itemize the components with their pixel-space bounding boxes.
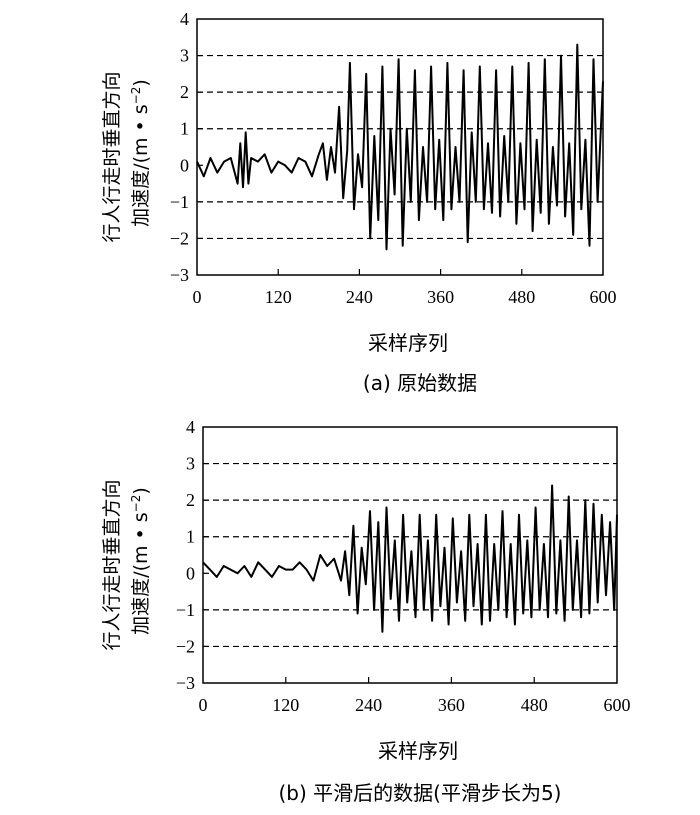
y-tick-label: 0 (186, 563, 195, 583)
x-tick-label: 600 (590, 287, 617, 307)
y-axis-label-line1-b: 行人行走时垂直方向 (101, 479, 123, 650)
y-axis-label-b: 行人行走时垂直方向 加速度/(m • s−2) (101, 479, 152, 650)
x-axis-label-a: 采样序列 (368, 331, 448, 355)
y-tick-label: 1 (180, 119, 189, 139)
y-tick-labels-b: 4 3 2 1 0 −1 −2 −3 (176, 417, 195, 693)
x-tick-label: 120 (272, 695, 299, 715)
x-tick-marks-b (285, 677, 535, 683)
y-tick-labels-a: 4 3 2 1 0 −1 −2 −3 (170, 9, 189, 285)
plot-frame-b (202, 426, 618, 684)
y-tick-label: −3 (176, 673, 195, 693)
y-axis-label-a: 行人行走时垂直方向 加速度/(m • s−2) (101, 71, 152, 242)
y-tick-label: 4 (180, 9, 189, 29)
y-axis-label-line2-a: 加速度/(m • s−2) (129, 79, 152, 227)
y-tick-label: −3 (170, 265, 189, 285)
x-axis-label-b: 采样序列 (378, 739, 458, 763)
chart-panel-a: 4 3 2 1 0 −1 −2 −3 0 120 240 360 480 600 采样序列 行人行走时垂… (101, 9, 617, 395)
x-tick-marks-a (277, 269, 523, 275)
y-tick-marks-a (197, 54, 203, 240)
x-tick-label: 600 (604, 695, 631, 715)
series-line-b (202, 484, 618, 633)
y-tick-label: −2 (170, 228, 189, 248)
series-line-a (196, 43, 604, 251)
y-tick-label: 0 (180, 155, 189, 175)
chart-panel-b: 4 3 2 1 0 −1 −2 −3 0 120 240 360 480 600 采样序列 行人行走时垂… (101, 417, 631, 805)
y-tick-label: 1 (186, 527, 195, 547)
x-tick-label: 240 (355, 695, 382, 715)
y-tick-label: 2 (186, 490, 195, 510)
y-tick-label: 3 (180, 46, 189, 66)
y-tick-label: 2 (180, 82, 189, 102)
y-axis-label-line2-b: 加速度/(m • s−2) (129, 487, 152, 635)
x-tick-label: 360 (427, 287, 454, 307)
caption-a: (a) 原始数据 (363, 371, 477, 395)
y-tick-marks-b (203, 462, 209, 648)
x-tick-label: 0 (193, 287, 202, 307)
x-tick-label: 360 (438, 695, 465, 715)
y-tick-label: 3 (186, 454, 195, 474)
x-tick-label: 120 (265, 287, 292, 307)
x-tick-labels-b: 0 120 240 360 480 600 (199, 695, 631, 715)
x-tick-label: 240 (346, 287, 373, 307)
y-axis-label-line1-a: 行人行走时垂直方向 (101, 71, 123, 242)
y-tick-label: 4 (186, 417, 195, 437)
y-tick-label: −1 (170, 192, 189, 212)
caption-b: (b) 平滑后的数据(平滑步长为5) (279, 781, 562, 805)
x-tick-label: 480 (521, 695, 548, 715)
x-tick-labels-a: 0 120 240 360 480 600 (193, 287, 617, 307)
plot-frame-a (196, 18, 604, 276)
x-tick-label: 480 (508, 287, 535, 307)
x-tick-label: 0 (199, 695, 208, 715)
y-tick-label: −2 (176, 636, 195, 656)
y-tick-label: −1 (176, 600, 195, 620)
